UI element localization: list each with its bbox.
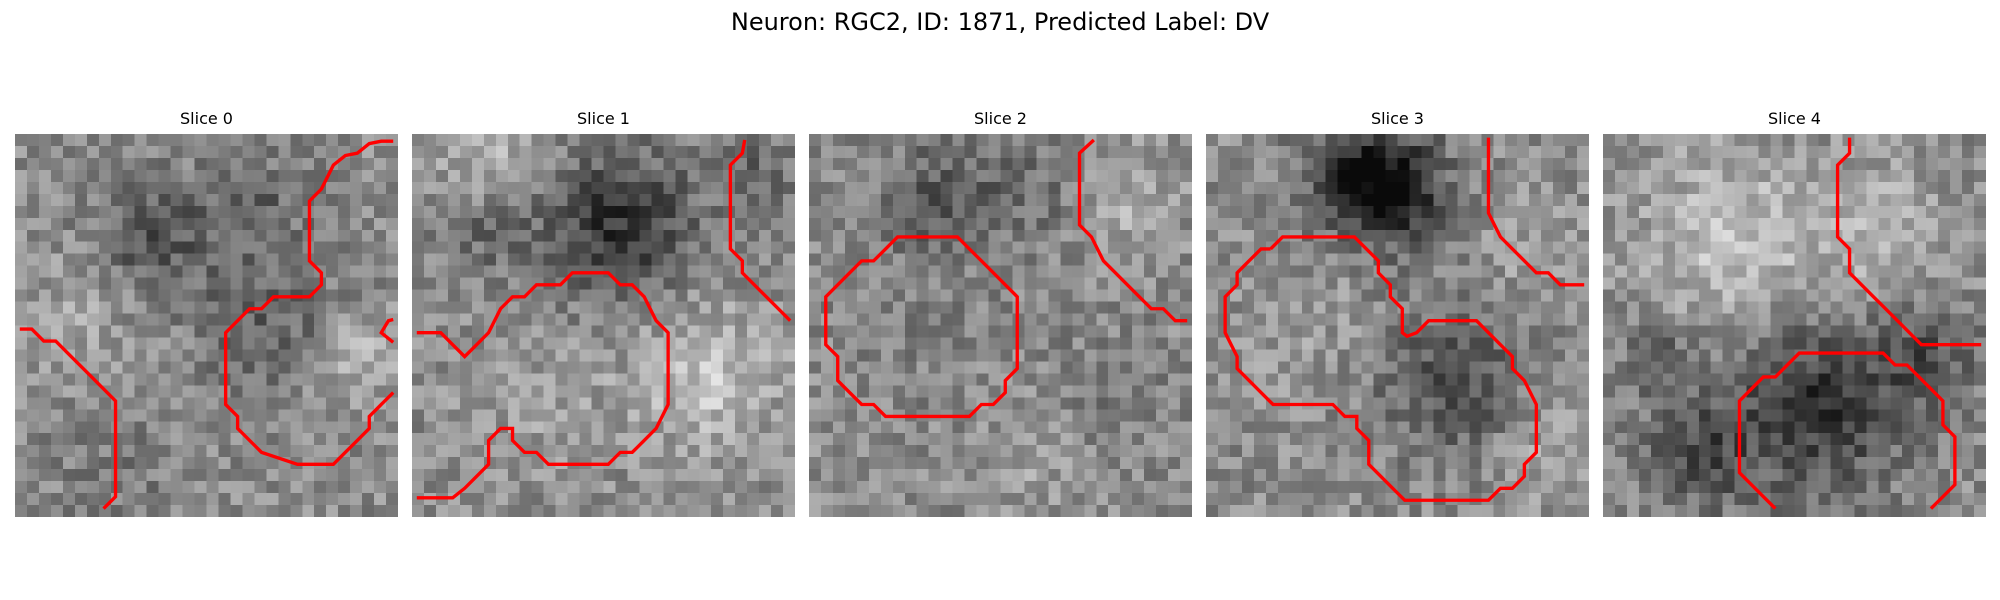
roi-contour xyxy=(1737,351,1957,510)
slice-panel-4: Slice 4 xyxy=(1603,108,1986,517)
roi-contour xyxy=(1223,235,1539,502)
slice-panel-3: Slice 3 xyxy=(1206,108,1589,517)
roi-contour xyxy=(824,235,1019,419)
roi-contour xyxy=(19,327,118,510)
slice-image xyxy=(1206,134,1589,517)
slice-title: Slice 1 xyxy=(577,109,630,128)
roi-contour xyxy=(379,317,395,344)
slice-panel-1: Slice 1 xyxy=(412,108,795,517)
slice-image xyxy=(809,134,1192,517)
roi-contour xyxy=(223,139,395,467)
slice-image xyxy=(1603,134,1986,517)
slice-title: Slice 0 xyxy=(180,109,233,128)
slice-image xyxy=(15,134,398,517)
slice-title: Slice 3 xyxy=(1371,109,1424,128)
slice-panel-0: Slice 0 xyxy=(15,108,398,517)
roi-contour xyxy=(1835,137,1982,347)
slice-panel-2: Slice 2 xyxy=(809,108,1192,517)
roi-contour xyxy=(1486,137,1585,287)
roi-contour xyxy=(1077,138,1188,323)
slice-image xyxy=(412,134,795,517)
slice-title: Slice 2 xyxy=(974,109,1027,128)
figure-title: Neuron: RGC2, ID: 1871, Predicted Label:… xyxy=(730,8,1270,36)
roi-contour xyxy=(416,271,670,500)
slice-title: Slice 4 xyxy=(1768,109,1821,128)
roi-contour xyxy=(728,139,792,322)
